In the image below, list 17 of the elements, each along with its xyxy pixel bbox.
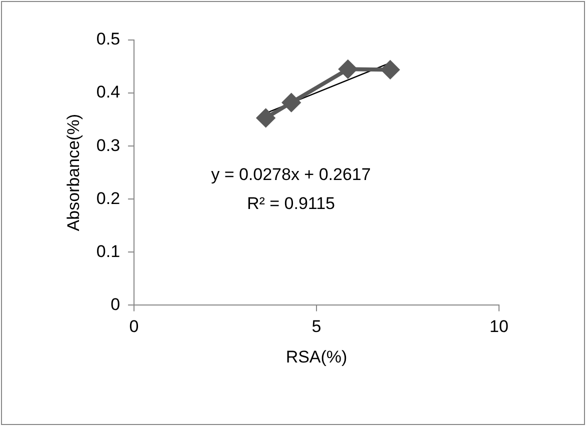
y-tick-label: 0.2: [96, 188, 120, 208]
x-axis-title: RSA(%): [286, 347, 348, 366]
point: [381, 60, 400, 79]
x-tick-label: 10: [490, 317, 508, 336]
y-tick-label: 0.1: [96, 242, 120, 261]
point: [282, 94, 300, 112]
y-axis-title: Absorbance(%): [64, 114, 83, 232]
point: [256, 108, 275, 127]
y-tick-label: 0: [110, 294, 120, 314]
y-tick-label: 0.3: [96, 136, 120, 155]
y-tick-label: 0.4: [96, 82, 120, 102]
annotation: R² = 0.9115: [246, 194, 335, 213]
x-tick-label: 5: [312, 317, 322, 336]
x-tick-label: 0: [129, 317, 139, 336]
point: [338, 60, 357, 78]
annotation: y = 0.0278x + 0.2617: [211, 164, 371, 184]
y-tick-label: 0.5: [96, 30, 120, 49]
